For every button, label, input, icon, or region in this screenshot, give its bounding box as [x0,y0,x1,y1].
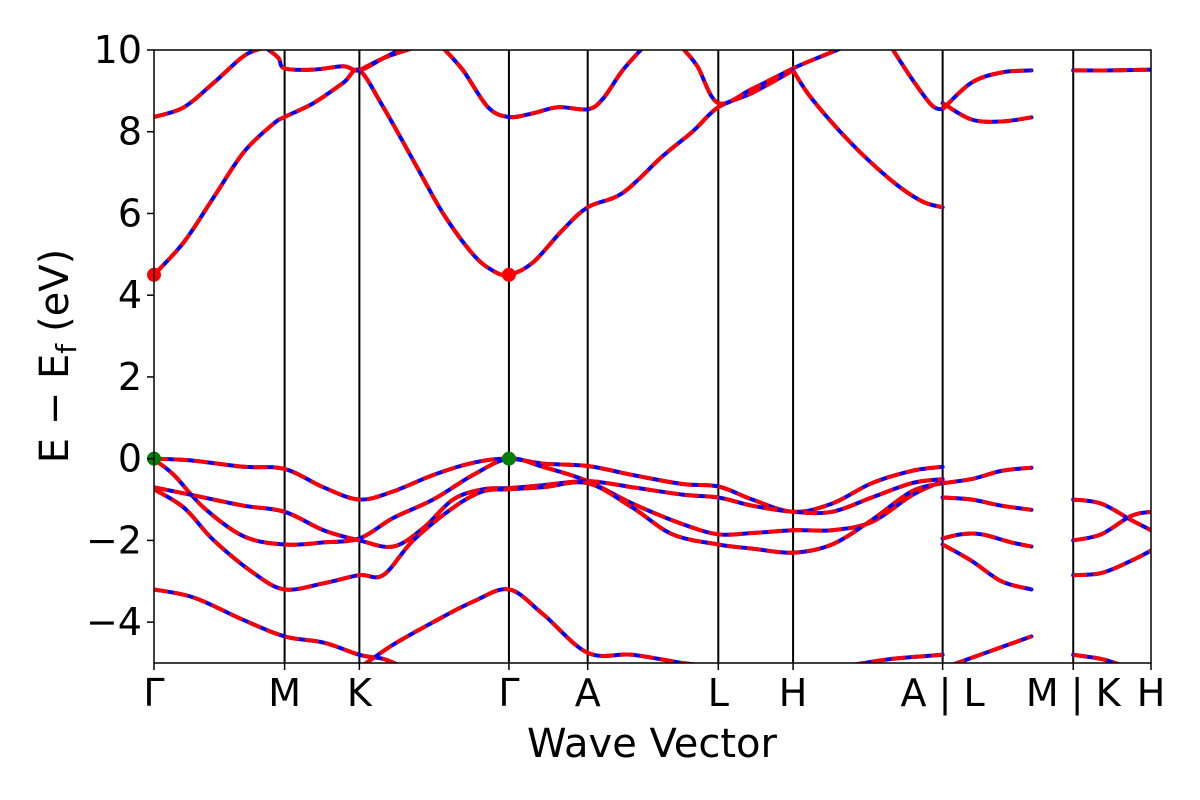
x-tick-label: H [779,671,808,715]
x-ticks: Γ M K Γ A L H A | L M | K H [143,663,1165,716]
band-line-solid [154,480,945,592]
x-tick-label: A [575,671,601,715]
band-line-dashed [942,495,1032,512]
band-line-dashed [154,587,399,663]
y-axis-label-main: E − E [32,354,78,464]
y-tick-label: 8 [118,110,142,154]
band-line-dashed [942,531,1032,549]
y-tick-label: −2 [86,518,142,562]
x-tick-label: A | L [901,671,985,716]
y-axis-label-subscript: f [50,343,83,354]
band-line-dashed [154,456,943,514]
band-line-solid [362,587,703,663]
extrema-markers [147,267,516,466]
band-line-dashed [1072,652,1122,663]
band-line-dashed [154,456,944,547]
band-line-solid [1071,548,1151,578]
x-tick-label: Γ [143,671,164,715]
band-line-solid [940,68,1034,112]
band-extremum-marker [501,267,516,282]
y-tick-label: 4 [118,273,142,317]
band-line-dashed [941,542,1032,592]
y-tick-label: 6 [118,191,142,235]
band-line-dashed [941,101,1032,124]
band-lines [154,50,1151,663]
band-line-solid [940,542,1034,592]
band-line-dashed [681,50,843,106]
y-tick-label: 0 [118,437,142,481]
band-line-dashed [154,480,944,592]
band-line-solid [154,587,399,663]
band-line-solid [154,456,945,547]
band-line-dashed [851,652,943,663]
band-line-dashed [154,50,404,119]
band-line-dashed [951,634,1033,663]
band-line-dashed [1073,67,1151,73]
band-line-dashed [442,50,644,120]
x-tick-label: L [708,671,729,715]
y-ticks: −4 −2 0 2 4 6 8 10 [86,28,154,644]
band-line-dashed [941,68,1032,111]
x-tick-label: Γ [498,671,519,715]
y-axis-label: E − Ef (eV) [32,249,83,464]
band-line-dashed [791,69,944,210]
band-line-dashed [942,465,1032,486]
plot-frame [153,49,1152,664]
band-line-solid [154,67,796,278]
band-line-dashed [1072,497,1151,532]
band-line-dashed [890,50,944,112]
x-axis-label: Wave Vector [527,721,778,767]
x-tick-label: K [347,671,373,715]
y-tick-label: 2 [118,355,142,399]
band-line-dashed [1073,548,1151,578]
x-tick-label: M | K [1026,671,1122,716]
x-tick-label: H [1137,671,1166,715]
band-line-dashed [358,50,414,73]
x-tick-label: M [268,671,301,715]
band-line-solid [681,50,843,106]
band-line-dashed [154,477,943,549]
y-tick-label: 10 [94,28,142,72]
y-axis-label-unit: (eV) [32,249,78,332]
band-line-dashed [362,587,703,663]
band-line-dashed [1072,509,1151,543]
y-tick-label: −4 [86,600,142,644]
kpoint-lines [283,50,1075,663]
band-line-solid [890,50,945,112]
band-line-dashed [154,67,795,278]
band-extremum-marker [501,451,516,466]
